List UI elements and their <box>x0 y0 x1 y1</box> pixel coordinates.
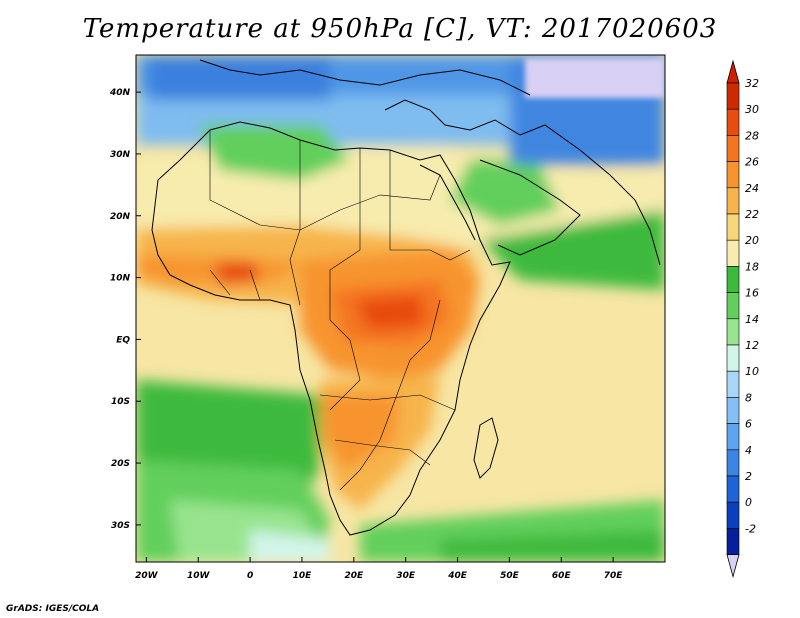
colorbar-cell <box>726 239 740 267</box>
lon-tick-label: 20E <box>344 571 364 581</box>
colorbar-top-arrow <box>726 59 740 84</box>
lon-tick-label: 20W <box>135 571 159 581</box>
lon-tick-label: 40E <box>447 571 468 581</box>
map-title: Temperature at 950hPa [C], VT: 201702060… <box>82 14 718 44</box>
lat-tick-label: EQ <box>116 335 130 345</box>
lat-tick-label: 40N <box>109 88 131 98</box>
lon-tick-label: 0 <box>247 571 253 581</box>
lon-tick-label: 10E <box>293 571 313 581</box>
colorbar-label: 28 <box>745 129 759 142</box>
coastlines <box>151 59 661 536</box>
colorbar-label: -2 <box>745 522 756 535</box>
colorbar-label: 8 <box>745 391 752 404</box>
colorbar-label: 18 <box>745 260 759 273</box>
colorbar-label: 14 <box>745 313 759 326</box>
axis-labels: 40N 30N 20N 10N EQ 10S 20S 30S 20W 10W 0 10E 20E 30E 4… <box>109 88 623 581</box>
colorbar-cell <box>726 108 740 136</box>
lat-tick-label: 30N <box>110 150 131 160</box>
colorbar-cell <box>726 135 740 162</box>
colorbar-label: 26 <box>745 156 759 169</box>
lon-tick-label: 50E <box>500 571 520 581</box>
colorbar-label: 0 <box>745 496 752 509</box>
lon-tick-label: 70E <box>604 571 624 581</box>
colorbar-cell <box>726 161 740 189</box>
colorbar-cell <box>726 449 740 477</box>
colorbar-cell <box>726 213 740 241</box>
colorbar-cell <box>726 501 740 529</box>
colorbar-cell <box>726 266 740 293</box>
colorbar-bottom-arrow <box>726 554 740 579</box>
colorbar-cell <box>726 344 740 372</box>
colorbar-cell <box>726 423 740 451</box>
colorbar-label: 30 <box>745 103 759 116</box>
lon-tick-label: 60E <box>552 571 572 581</box>
colorbar-label: 24 <box>745 182 759 195</box>
colorbar-label: 10 <box>745 365 759 378</box>
colorbar-label: 12 <box>745 339 759 352</box>
lat-tick-label: 10N <box>110 274 131 284</box>
colorbar-label: 6 <box>745 418 752 431</box>
colorbar-label: 32 <box>745 77 759 90</box>
colorbar-label: 4 <box>745 444 752 457</box>
lat-tick-label: 10S <box>111 397 130 407</box>
colorbar-label: 16 <box>745 287 759 300</box>
colorbar-cell <box>726 528 740 555</box>
lat-tick-label: 30S <box>111 521 130 531</box>
colorbar-cell <box>726 475 740 503</box>
plot-frame <box>135 54 666 563</box>
colorbar-label: 20 <box>745 234 759 247</box>
lat-tick-label: 20N <box>110 212 131 222</box>
colorbar-label: 2 <box>745 470 752 483</box>
colorbar-cell <box>726 187 740 215</box>
colorbar-cell <box>726 370 740 398</box>
colorbar-cell <box>726 292 740 320</box>
colorbar-cell <box>726 318 740 346</box>
lon-tick-label: 10W <box>187 571 211 581</box>
lon-tick-label: 30E <box>396 571 416 581</box>
colorbar-cell <box>726 82 740 110</box>
colorbar-label: 22 <box>745 208 759 221</box>
colorbar-cell <box>726 397 740 424</box>
country-borders <box>209 130 471 491</box>
temperature-field <box>136 55 665 562</box>
lat-tick-label: 20S <box>111 459 130 469</box>
grads-credit: GrADS: IGES/COLA <box>6 604 100 614</box>
